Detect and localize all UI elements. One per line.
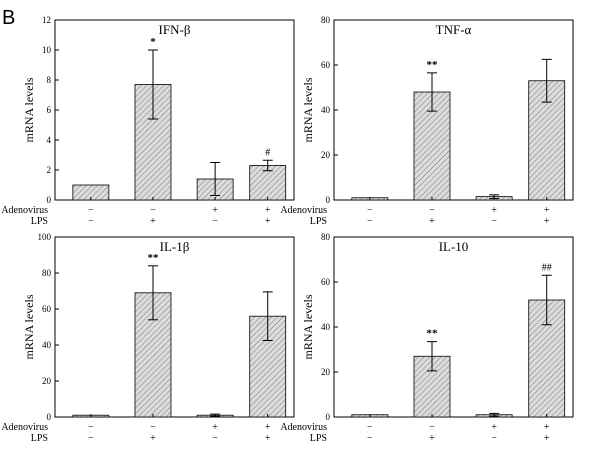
condition-sign: − — [88, 216, 94, 227]
significance-marker: ** — [147, 252, 159, 264]
y-tick-label: 40 — [42, 340, 52, 350]
y-tick-label: 2 — [47, 165, 52, 175]
condition-sign: + — [544, 205, 550, 216]
y-tick-label: 10 — [42, 45, 52, 55]
significance-marker: ** — [426, 328, 438, 340]
condition-sign: + — [544, 433, 550, 444]
condition-sign: − — [367, 216, 373, 227]
condition-sign: + — [150, 216, 156, 227]
condition-sign: − — [429, 205, 435, 216]
condition-sign: − — [150, 422, 156, 433]
condition-sign: + — [265, 433, 271, 444]
bar — [249, 315, 287, 418]
condition-sign: − — [88, 205, 94, 216]
y-tick-label: 60 — [42, 304, 52, 314]
condition-label: LPS — [31, 216, 48, 227]
condition-sign: − — [367, 205, 373, 216]
condition-sign: − — [212, 216, 218, 227]
chart-title: IL-10 — [439, 239, 469, 254]
condition-label: Adenovirus — [280, 205, 327, 216]
y-tick-label: 0 — [326, 195, 331, 205]
condition-sign: − — [491, 216, 497, 227]
chart-title: IFN-β — [159, 22, 191, 37]
y-tick-label: 80 — [321, 15, 331, 25]
significance-marker: ** — [426, 59, 438, 71]
condition-sign: + — [150, 433, 156, 444]
chart-panel-il-10: IL-10 0 20 40 60 80 mRNA levels ** ## Adenovirus −… — [280, 232, 574, 444]
condition-label: Adenovirus — [1, 422, 48, 433]
condition-sign: + — [212, 205, 218, 216]
y-tick-label: 40 — [321, 322, 331, 332]
condition-sign: + — [491, 422, 497, 433]
y-tick-label: 100 — [38, 232, 52, 242]
y-tick-label: 0 — [326, 412, 331, 422]
y-tick-label: 4 — [47, 135, 52, 145]
y-tick-label: 20 — [42, 376, 52, 386]
y-tick-label: 60 — [321, 60, 331, 70]
plot-frame — [54, 236, 295, 418]
condition-sign: + — [544, 216, 550, 227]
y-axis-label: mRNA levels — [301, 294, 315, 359]
condition-sign: − — [367, 433, 373, 444]
condition-sign: − — [88, 422, 94, 433]
y-tick-label: 0 — [47, 412, 52, 422]
chart-title: IL-1β — [160, 239, 190, 254]
condition-sign: − — [429, 422, 435, 433]
y-tick-label: 8 — [47, 75, 52, 85]
y-tick-label: 60 — [321, 277, 331, 287]
y-tick-label: 20 — [321, 367, 331, 377]
condition-sign: − — [212, 433, 218, 444]
y-tick-label: 80 — [321, 232, 331, 242]
condition-sign: + — [544, 422, 550, 433]
condition-sign: − — [88, 433, 94, 444]
condition-sign: + — [212, 422, 218, 433]
condition-sign: + — [429, 433, 435, 444]
condition-label: LPS — [310, 433, 327, 444]
y-tick-label: 20 — [321, 150, 331, 160]
chart-title: TNF-α — [436, 22, 472, 37]
condition-sign: + — [429, 216, 435, 227]
significance-marker: * — [150, 36, 156, 48]
figure-panel-label: B — [2, 7, 15, 29]
significance-marker: ## — [542, 262, 552, 273]
y-tick-label: 0 — [47, 195, 52, 205]
condition-label: LPS — [31, 433, 48, 444]
chart-panel-il-1beta: IL-1β 0 20 40 60 80 100 mRNA levels ** Adenovirus… — [1, 232, 295, 444]
condition-sign: + — [491, 205, 497, 216]
y-tick-label: 6 — [47, 105, 52, 115]
condition-sign: − — [367, 422, 373, 433]
y-axis-label: mRNA levels — [22, 294, 36, 359]
condition-label: Adenovirus — [280, 422, 327, 433]
condition-sign: + — [265, 205, 271, 216]
y-axis-label: mRNA levels — [301, 77, 315, 142]
y-axis-label: mRNA levels — [22, 77, 36, 142]
condition-label: Adenovirus — [1, 205, 48, 216]
condition-sign: − — [491, 433, 497, 444]
condition-sign: − — [150, 205, 156, 216]
y-tick-label: 40 — [321, 105, 331, 115]
condition-sign: + — [265, 422, 271, 433]
y-tick-label: 12 — [42, 15, 51, 25]
condition-label: LPS — [310, 216, 327, 227]
y-tick-label: 80 — [42, 268, 52, 278]
significance-marker: # — [265, 147, 270, 158]
condition-sign: + — [265, 216, 271, 227]
